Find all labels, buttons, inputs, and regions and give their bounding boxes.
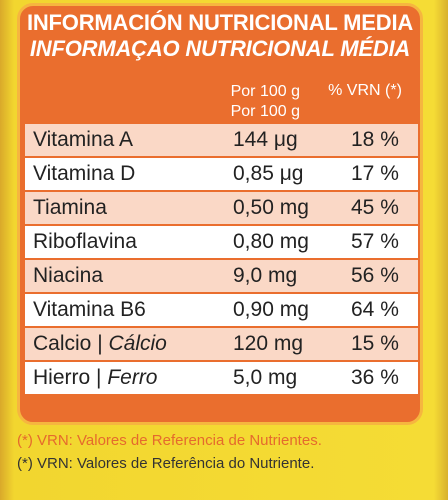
nutrition-panel: INFORMACIÓN NUTRICIONAL MEDIA INFORMAÇAO… bbox=[17, 3, 423, 425]
nutrient-name-es: Hierro | bbox=[33, 366, 108, 389]
nutrient-amount: 0,80 mg bbox=[233, 230, 309, 253]
title-pt: INFORMAÇAO NUTRICIONAL MÉDIA bbox=[29, 36, 411, 61]
nutrient-vrn: 57 % bbox=[351, 230, 399, 253]
nutrient-name: Vitamina A bbox=[33, 128, 134, 151]
nutrient-amount: 5,0 mg bbox=[233, 366, 298, 389]
nutrient-name: Calcio | Cálcio bbox=[33, 332, 167, 356]
footnote-pt: (*) VRN: Valores de Referência do Nutrie… bbox=[17, 455, 315, 472]
nutrient-vrn: 15 % bbox=[351, 332, 399, 355]
nutrient-name: Vitamina D bbox=[33, 162, 136, 185]
table-row: Riboflavina 0,80 mg 57 % bbox=[25, 226, 418, 258]
nutrient-vrn: 56 % bbox=[351, 264, 399, 287]
nutrient-table: Vitamina A 144 μg 18 % Vitamina D 0,85 μ… bbox=[25, 124, 418, 396]
table-row: Hierro | Ferro 5,0 mg 36 % bbox=[25, 362, 418, 394]
nutrient-amount: 9,0 mg bbox=[233, 264, 298, 287]
column-header-per-100g-pt: Por 100 g bbox=[230, 103, 300, 120]
nutrient-name: Vitamina B6 bbox=[33, 298, 146, 321]
nutrient-amount: 144 μg bbox=[233, 128, 298, 151]
nutrient-name: Tiamina bbox=[33, 196, 107, 219]
table-row: Calcio | Cálcio 120 mg 15 % bbox=[25, 328, 418, 360]
nutrient-name: Riboflavina bbox=[33, 230, 137, 253]
nutrient-amount: 0,85 μg bbox=[233, 162, 304, 185]
table-row: Vitamina D 0,85 μg 17 % bbox=[25, 158, 418, 190]
nutrient-vrn: 17 % bbox=[351, 162, 399, 185]
table-row: Niacina 9,0 mg 56 % bbox=[25, 260, 418, 292]
footnote-es: (*) VRN: Valores de Referencia de Nutrie… bbox=[17, 432, 322, 449]
nutrient-name-es: Calcio | bbox=[33, 332, 109, 355]
nutrient-vrn: 18 % bbox=[351, 128, 399, 151]
nutrient-vrn: 36 % bbox=[351, 366, 399, 389]
nutrient-name-pt: Ferro bbox=[107, 366, 158, 389]
table-row: Tiamina 0,50 mg 45 % bbox=[25, 192, 418, 224]
nutrient-name: Hierro | Ferro bbox=[33, 366, 158, 390]
nutrient-vrn: 45 % bbox=[351, 196, 399, 219]
title-es: INFORMACIÓN NUTRICIONAL MEDIA bbox=[26, 10, 414, 35]
nutrient-amount: 0,50 mg bbox=[233, 196, 309, 219]
table-row: Vitamina B6 0,90 mg 64 % bbox=[25, 294, 418, 326]
column-header-vrn: % VRN (*) bbox=[328, 82, 402, 99]
column-header-per-100g-es: Por 100 g bbox=[230, 83, 300, 100]
nutrient-vrn: 64 % bbox=[351, 298, 399, 321]
nutrient-amount: 0,90 mg bbox=[233, 298, 309, 321]
nutrient-name-pt: Cálcio bbox=[108, 332, 167, 355]
nutrient-name: Niacina bbox=[33, 264, 104, 287]
column-header-per-100g: Por 100 g Por 100 g bbox=[205, 82, 300, 122]
table-row: Vitamina A 144 μg 18 % bbox=[25, 124, 418, 156]
nutrient-amount: 120 mg bbox=[233, 332, 304, 355]
